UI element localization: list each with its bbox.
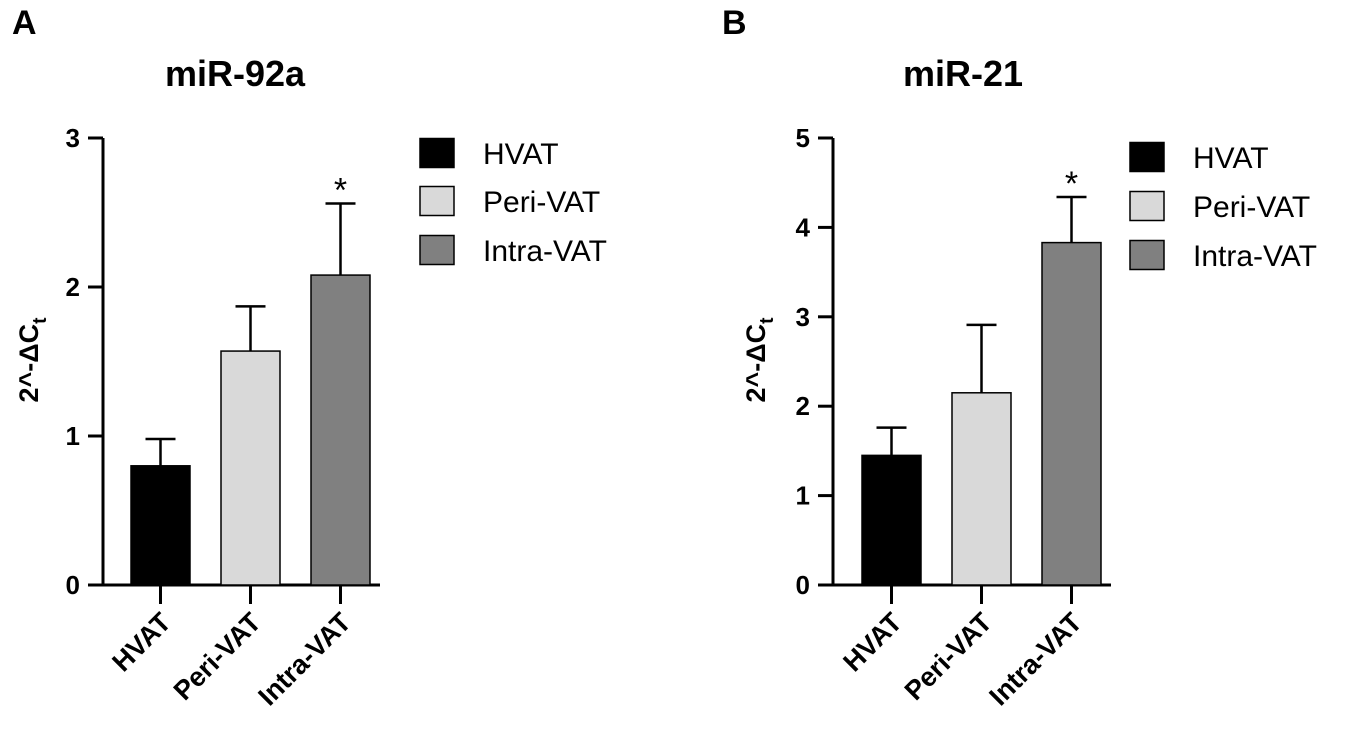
significance-marker: * [1065, 165, 1078, 203]
y-tick-label: 2 [796, 391, 810, 421]
y-tick-label: 3 [66, 123, 80, 153]
legend-swatch [419, 137, 455, 169]
y-tick-label: 2 [66, 272, 80, 302]
panel-letter: B [722, 4, 747, 42]
chart-title: miR-92a [165, 53, 306, 94]
y-tick-label: 0 [796, 570, 810, 600]
legend-label: Peri-VAT [1193, 191, 1310, 224]
x-category-label: HVAT [106, 607, 177, 678]
legend-label: Intra-VAT [1193, 240, 1317, 273]
legend-swatch [419, 234, 455, 266]
x-category-label: Intra-VAT [983, 607, 1088, 712]
bar [310, 274, 371, 586]
y-tick-label: 0 [66, 570, 80, 600]
y-axis-title-subscript: t [30, 317, 51, 324]
bar [861, 454, 922, 586]
legend-label: HVAT [483, 138, 559, 171]
bar [951, 392, 1012, 586]
bar [220, 350, 281, 586]
legend-label: Peri-VAT [483, 186, 600, 219]
y-tick-label: 3 [796, 302, 810, 332]
legend-label: HVAT [1193, 142, 1269, 175]
y-tick-label: 1 [66, 421, 80, 451]
legend-swatch [1129, 141, 1165, 173]
y-tick-label: 4 [796, 212, 811, 242]
legend-swatch [419, 185, 455, 217]
legend-swatch [1129, 239, 1165, 271]
y-tick-label: 1 [796, 481, 810, 511]
y-axis-title-base: 2^-ΔC [741, 324, 771, 403]
y-tick-label: 5 [796, 123, 810, 153]
x-category-label: HVAT [837, 607, 908, 678]
y-axis-title: 2^-ΔCt [741, 317, 778, 403]
chart-title: miR-21 [903, 53, 1023, 94]
x-category-label: Intra-VAT [252, 607, 357, 712]
y-axis-title-subscript: t [757, 317, 778, 324]
y-axis-title: 2^-ΔCt [14, 317, 51, 403]
y-axis-title-base: 2^-ΔC [14, 324, 44, 403]
significance-marker: * [334, 172, 347, 210]
panel-letter: A [12, 4, 37, 42]
legend-label: Intra-VAT [483, 235, 607, 268]
bar [130, 465, 191, 586]
legend-swatch [1129, 190, 1165, 222]
bar [1041, 241, 1102, 586]
